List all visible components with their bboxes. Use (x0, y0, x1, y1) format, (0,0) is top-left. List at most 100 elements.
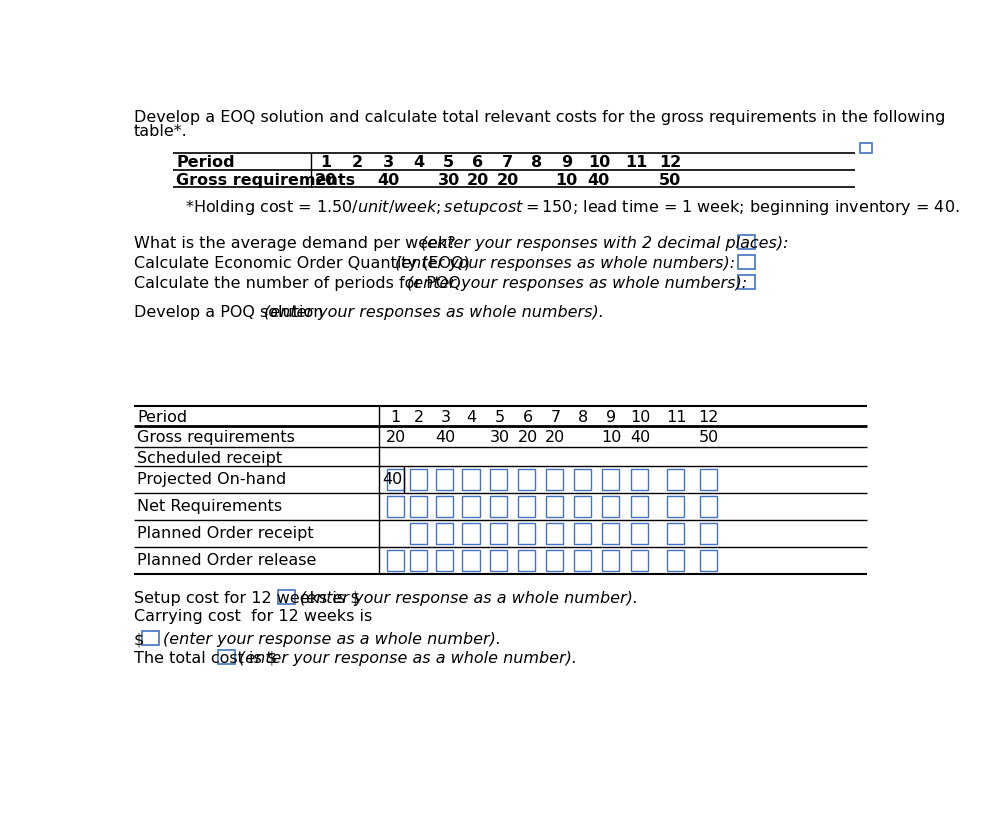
Bar (409, 522, 427, 543)
Text: 10: 10 (587, 155, 610, 171)
Text: 40: 40 (383, 472, 402, 487)
Bar (574, 496, 591, 517)
Text: Projected On-hand: Projected On-hand (137, 472, 286, 487)
Bar (409, 469, 427, 490)
Text: Period: Period (176, 155, 235, 171)
Text: 6: 6 (523, 411, 532, 425)
Bar (519, 522, 535, 543)
Bar (462, 522, 479, 543)
Text: (enter your response as a whole number).: (enter your response as a whole number). (300, 591, 638, 606)
Bar (546, 496, 563, 517)
Bar (632, 522, 648, 543)
Text: Planned Order release: Planned Order release (137, 553, 316, 568)
Text: $: $ (134, 632, 144, 647)
Text: 8: 8 (579, 411, 588, 425)
Text: Scheduled receipt: Scheduled receipt (137, 451, 282, 466)
Bar (738, 234, 755, 249)
Text: (enter your responses with 2 decimal places):: (enter your responses with 2 decimal pla… (420, 235, 788, 250)
Bar (142, 632, 158, 645)
Bar (602, 549, 619, 570)
Text: 8: 8 (531, 155, 542, 171)
Bar (602, 469, 619, 490)
Text: 4: 4 (413, 155, 425, 171)
Bar (519, 549, 535, 570)
Text: Setup cost for 12 weeks is $: Setup cost for 12 weeks is $ (134, 591, 360, 606)
Bar (409, 549, 427, 570)
Bar (218, 650, 235, 664)
Bar (546, 522, 563, 543)
Text: 20: 20 (518, 429, 537, 444)
Text: 30: 30 (437, 173, 460, 188)
Text: 10: 10 (631, 411, 650, 425)
Text: table*.: table*. (134, 123, 188, 139)
Text: 20: 20 (545, 429, 566, 444)
Bar (436, 549, 454, 570)
Text: 10: 10 (555, 173, 578, 188)
Text: 20: 20 (386, 429, 406, 444)
Bar (462, 549, 479, 570)
Text: 12: 12 (659, 155, 681, 171)
Bar (574, 469, 591, 490)
Text: 3: 3 (441, 411, 451, 425)
Text: *Holding cost = $1.50/unit/week; setup cost = $150; lead time = 1 week; beginnin: *Holding cost = $1.50/unit/week; setup c… (185, 197, 959, 217)
Bar (436, 522, 454, 543)
Bar (519, 469, 535, 490)
Text: 2: 2 (351, 155, 363, 171)
Text: 40: 40 (377, 173, 400, 188)
Text: 5: 5 (495, 411, 505, 425)
Text: 20: 20 (496, 173, 519, 188)
Text: 40: 40 (631, 429, 650, 444)
Bar (667, 496, 684, 517)
Bar (700, 549, 716, 570)
Bar (602, 522, 619, 543)
Bar (546, 469, 563, 490)
Bar (738, 275, 755, 289)
Text: Calculate the number of periods for POQ: Calculate the number of periods for POQ (134, 276, 471, 291)
Text: 50: 50 (659, 173, 681, 188)
Bar (602, 496, 619, 517)
Bar (667, 469, 684, 490)
Bar (387, 496, 403, 517)
Bar (490, 522, 508, 543)
Text: Net Requirements: Net Requirements (137, 499, 282, 514)
Text: Planned Order receipt: Planned Order receipt (137, 526, 314, 541)
Bar (738, 255, 755, 269)
Text: 20: 20 (315, 173, 338, 188)
Text: 3: 3 (383, 155, 394, 171)
Bar (436, 496, 454, 517)
Text: 1: 1 (321, 155, 332, 171)
Bar (387, 549, 403, 570)
Bar (667, 549, 684, 570)
Text: The total cost is $: The total cost is $ (134, 650, 277, 665)
Bar (490, 469, 508, 490)
Text: 2: 2 (414, 411, 424, 425)
Text: 1: 1 (391, 411, 400, 425)
Text: 12: 12 (699, 411, 719, 425)
Text: 40: 40 (587, 173, 610, 188)
Text: What is the average demand per week?: What is the average demand per week? (134, 235, 461, 250)
Bar (278, 590, 295, 604)
Text: Develop a POQ solution: Develop a POQ solution (134, 305, 329, 320)
Text: (enter your response as a whole number).: (enter your response as a whole number). (239, 650, 578, 665)
Text: Gross requirements: Gross requirements (137, 429, 295, 444)
Text: 7: 7 (550, 411, 561, 425)
Text: 40: 40 (435, 429, 456, 444)
Bar (490, 496, 508, 517)
Text: 9: 9 (606, 411, 616, 425)
Text: 30: 30 (490, 429, 510, 444)
Text: Develop a EOQ solution and calculate total relevant costs for the gross requirem: Develop a EOQ solution and calculate tot… (134, 110, 946, 125)
Bar (632, 549, 648, 570)
Text: Calculate Economic Order Quantity (EOQ): Calculate Economic Order Quantity (EOQ) (134, 255, 475, 270)
Bar (462, 469, 479, 490)
Text: 4: 4 (466, 411, 477, 425)
Text: 7: 7 (502, 155, 513, 171)
Text: (enter your responses as whole numbers):: (enter your responses as whole numbers): (395, 255, 735, 270)
Bar (387, 469, 403, 490)
Bar (632, 469, 648, 490)
Text: 20: 20 (466, 173, 489, 188)
Text: (enter your responses as whole numbers).: (enter your responses as whole numbers). (264, 305, 604, 320)
Bar (574, 522, 591, 543)
Text: 50: 50 (699, 429, 719, 444)
Text: 10: 10 (601, 429, 622, 444)
Bar (667, 522, 684, 543)
